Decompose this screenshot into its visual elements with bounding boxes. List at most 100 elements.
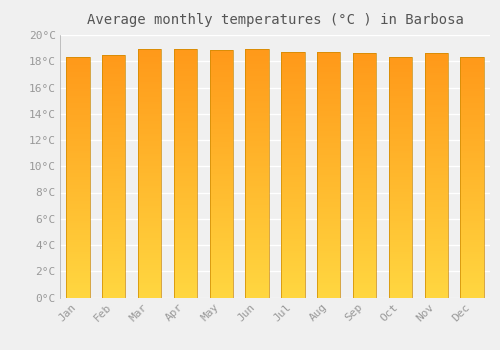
Bar <box>246 86 268 89</box>
Bar <box>66 235 90 237</box>
Bar <box>282 55 304 57</box>
Bar <box>174 124 197 126</box>
Bar <box>389 216 412 218</box>
Bar <box>389 62 412 64</box>
Bar <box>317 271 340 273</box>
Bar <box>210 80 233 82</box>
Bar <box>424 178 448 180</box>
Bar <box>389 57 412 298</box>
Bar <box>210 57 233 60</box>
Bar <box>246 238 268 240</box>
Bar <box>424 136 448 139</box>
Bar <box>66 264 90 266</box>
Bar <box>317 293 340 295</box>
Bar <box>102 285 126 288</box>
Bar <box>282 263 304 266</box>
Bar <box>66 189 90 192</box>
Bar <box>460 175 483 177</box>
Bar <box>138 245 161 248</box>
Bar <box>102 67 126 69</box>
Bar <box>389 194 412 197</box>
Bar <box>174 158 197 161</box>
Bar <box>66 96 90 98</box>
Bar <box>317 295 340 298</box>
Bar <box>174 54 197 56</box>
Bar <box>246 113 268 116</box>
Bar <box>424 122 448 124</box>
Bar <box>389 117 412 120</box>
Bar <box>138 273 161 275</box>
Bar <box>389 108 412 110</box>
Bar <box>389 192 412 194</box>
Bar <box>210 134 233 137</box>
Bar <box>210 243 233 246</box>
Bar <box>389 230 412 233</box>
Bar <box>353 102 376 105</box>
Bar <box>353 156 376 158</box>
Bar <box>317 52 340 55</box>
Bar <box>282 113 304 116</box>
Bar <box>246 163 268 166</box>
Bar <box>460 194 483 197</box>
Bar <box>460 168 483 170</box>
Bar <box>460 189 483 192</box>
Bar <box>138 248 161 250</box>
Bar <box>353 285 376 288</box>
Bar <box>102 162 126 164</box>
Bar <box>66 98 90 100</box>
Bar <box>353 161 376 163</box>
Bar <box>102 196 126 198</box>
Bar <box>424 102 448 105</box>
Bar <box>246 84 268 86</box>
Bar <box>424 56 448 58</box>
Bar <box>66 57 90 298</box>
Bar <box>138 102 161 104</box>
Bar <box>246 273 268 275</box>
Bar <box>66 237 90 240</box>
Bar <box>282 280 304 283</box>
Bar <box>389 290 412 293</box>
Bar <box>460 115 483 117</box>
Bar <box>317 219 340 222</box>
Bar <box>353 232 376 234</box>
Bar <box>353 283 376 285</box>
Bar <box>246 146 268 148</box>
Bar <box>353 136 376 139</box>
Bar <box>460 184 483 187</box>
Bar <box>424 63 448 65</box>
Bar <box>353 53 376 56</box>
Bar <box>353 266 376 268</box>
Bar <box>282 52 304 55</box>
Bar <box>424 224 448 227</box>
Bar <box>282 180 304 182</box>
Bar <box>282 121 304 123</box>
Bar <box>353 229 376 232</box>
Bar <box>424 219 448 222</box>
Bar <box>174 49 197 298</box>
Bar <box>424 85 448 88</box>
Bar <box>460 261 483 264</box>
Bar <box>282 293 304 295</box>
Bar <box>460 257 483 259</box>
Bar <box>460 139 483 141</box>
Bar <box>282 60 304 62</box>
Bar <box>210 139 233 142</box>
Bar <box>246 253 268 255</box>
Bar <box>174 168 197 171</box>
Bar <box>282 72 304 74</box>
Bar <box>353 107 376 110</box>
Bar <box>102 183 126 186</box>
Bar <box>138 290 161 293</box>
Bar <box>424 285 448 288</box>
Bar <box>282 217 304 219</box>
Bar <box>210 154 233 156</box>
Bar <box>317 204 340 207</box>
Bar <box>389 264 412 266</box>
Bar <box>424 271 448 273</box>
Bar <box>282 106 304 108</box>
Bar <box>389 100 412 103</box>
Bar <box>210 260 233 263</box>
Bar <box>174 233 197 235</box>
Bar <box>246 176 268 178</box>
Bar <box>246 268 268 270</box>
